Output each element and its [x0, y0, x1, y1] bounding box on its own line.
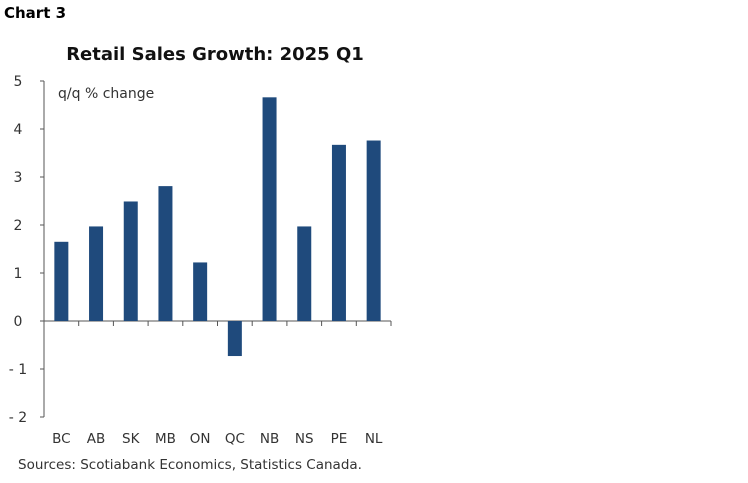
y-tick-label: - 2	[9, 410, 27, 426]
bar-bc	[54, 241, 69, 321]
source-note: Sources: Scotiabank Economics, Statistic…	[18, 457, 362, 473]
y-tick-label: 4	[14, 122, 23, 138]
x-tick-label: BC	[52, 431, 70, 447]
x-tick-label: NS	[295, 431, 314, 447]
bar-qc	[227, 321, 242, 357]
bar-ab	[89, 226, 104, 321]
x-tick-label: QC	[225, 431, 245, 447]
bar-pe	[331, 144, 346, 321]
bar-sk	[123, 201, 138, 321]
bar-nl	[366, 140, 381, 321]
bar-ns	[297, 226, 312, 321]
y-tick-label: 5	[14, 74, 23, 90]
bar-nb	[262, 97, 277, 321]
chart-number: Chart 3	[4, 4, 67, 22]
y-tick-label: 1	[14, 266, 23, 282]
x-tick-label: NL	[365, 431, 383, 447]
unit-label: q/q % change	[58, 86, 154, 102]
y-tick-label: - 1	[9, 362, 27, 378]
x-tick-label: PE	[331, 431, 348, 447]
x-tick-label: AB	[87, 431, 106, 447]
y-tick-label: 2	[14, 218, 23, 234]
bar-mb	[158, 186, 173, 321]
y-tick-label: 0	[14, 314, 23, 330]
x-tick-label: SK	[122, 431, 141, 447]
x-tick-label: ON	[190, 431, 211, 447]
chart-title: Retail Sales Growth: 2025 Q1	[66, 44, 364, 65]
bar-on	[193, 262, 208, 321]
x-tick-label: MB	[155, 431, 176, 447]
x-tick-label: NB	[260, 431, 279, 447]
y-tick-label: 3	[14, 170, 23, 186]
